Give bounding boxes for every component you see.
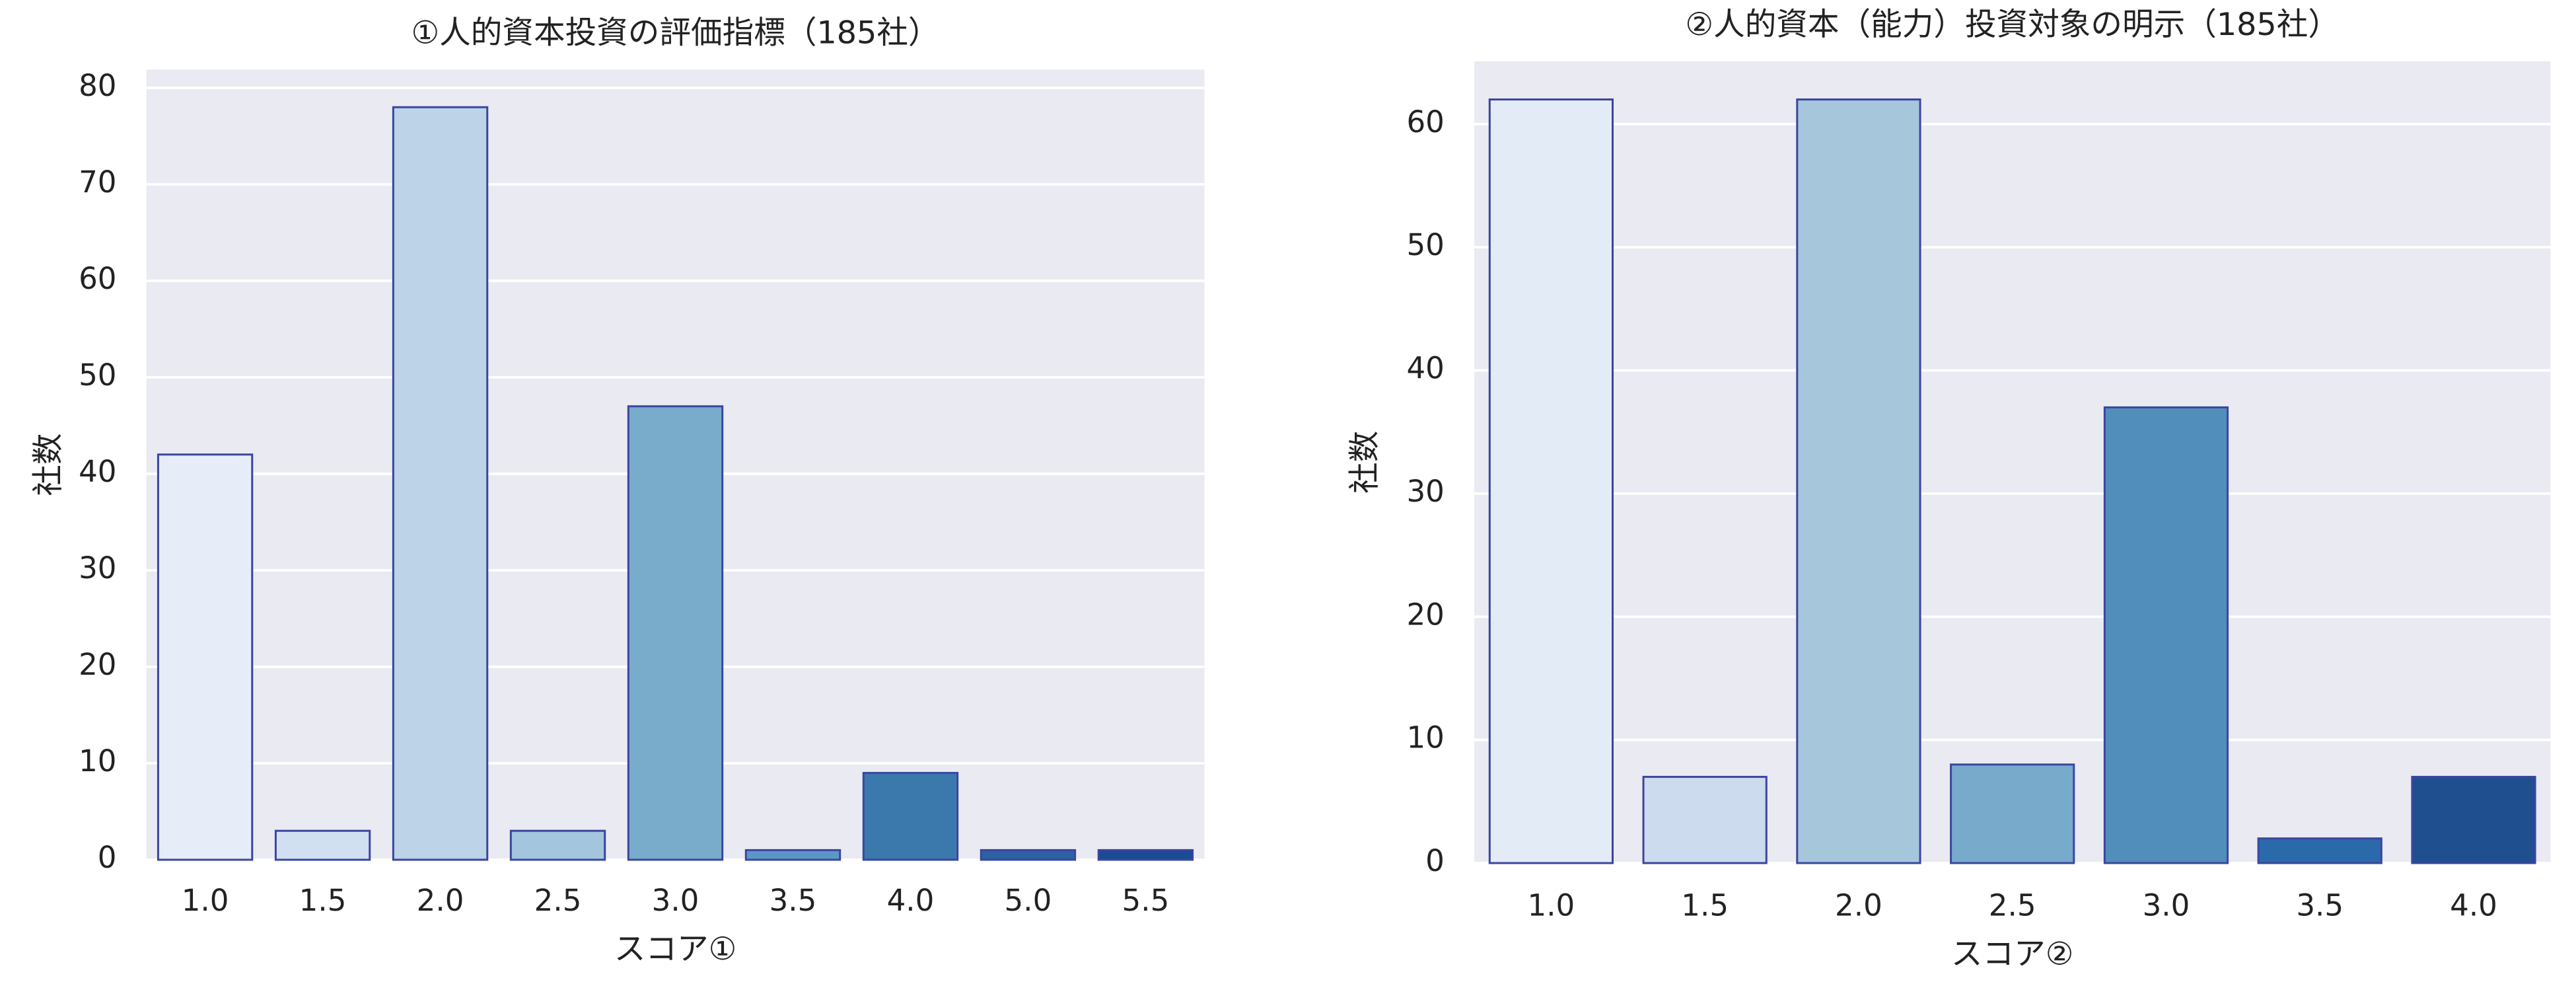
- y-tick-label: 50: [1406, 227, 1444, 262]
- x-tick-label: 5.5: [1122, 883, 1170, 918]
- y-tick-label: 20: [79, 647, 116, 682]
- x-tick-label: 1.0: [1528, 888, 1575, 923]
- x-tick-label: 2.0: [417, 883, 464, 918]
- x-tick-label: 3.0: [652, 883, 699, 918]
- bar: [157, 453, 254, 861]
- bar: [1950, 763, 2075, 864]
- y-tick-label: 20: [1406, 597, 1444, 632]
- x-tick-label: 3.5: [2296, 888, 2343, 923]
- y-axis-label: 社数: [1347, 431, 1383, 494]
- x-tick-label: 2.5: [534, 883, 582, 918]
- y-tick-label: 70: [79, 165, 116, 200]
- x-tick-label: 4.0: [2450, 888, 2497, 923]
- bar: [627, 405, 724, 861]
- y-tick-label: 60: [1406, 104, 1444, 139]
- bar: [1488, 98, 1614, 864]
- bar: [2411, 776, 2536, 864]
- x-tick-label: 4.0: [887, 883, 935, 918]
- bar: [274, 829, 371, 861]
- y-tick-label: 0: [1425, 843, 1445, 878]
- y-tick-label: 10: [79, 743, 116, 778]
- bar: [1796, 98, 1921, 864]
- x-tick-label: 3.5: [769, 883, 817, 918]
- x-tick-label: 2.5: [1989, 888, 2036, 923]
- x-tick-label: 1.5: [299, 883, 347, 918]
- y-tick-label: 40: [79, 454, 116, 489]
- x-tick-label: 1.5: [1681, 888, 1729, 923]
- y-tick-label: 80: [79, 68, 116, 103]
- x-tick-label: 1.0: [182, 883, 229, 918]
- y-tick-label: 30: [1406, 474, 1444, 509]
- x-tick-label: 5.0: [1005, 883, 1052, 918]
- y-tick-label: 60: [79, 261, 116, 296]
- bar: [862, 772, 959, 861]
- y-tick-label: 40: [1406, 351, 1444, 386]
- x-tick-label: 2.0: [1835, 888, 1882, 923]
- bar: [2103, 406, 2229, 864]
- x-tick-label: 3.0: [2143, 888, 2190, 923]
- bar: [392, 106, 489, 861]
- y-axis-label: 社数: [30, 434, 67, 496]
- y-tick-label: 50: [79, 358, 116, 393]
- plot-background: [1474, 61, 2551, 864]
- y-tick-label: 10: [1406, 720, 1444, 755]
- bar: [744, 849, 841, 861]
- x-axis-label: スコア②: [1951, 936, 2074, 972]
- bar: [1097, 849, 1194, 861]
- bar: [1642, 776, 1768, 864]
- bar: [980, 849, 1077, 861]
- chart-title: ②人的資本（能力）投資対象の明示（185社）: [1685, 7, 2340, 43]
- chart-title: ①人的資本投資の評価指標（185社）: [411, 15, 939, 52]
- x-axis-label: スコア①: [614, 931, 737, 967]
- bar: [2257, 837, 2382, 864]
- bar: [509, 829, 606, 861]
- y-tick-label: 0: [98, 840, 117, 875]
- y-tick-label: 30: [79, 550, 116, 586]
